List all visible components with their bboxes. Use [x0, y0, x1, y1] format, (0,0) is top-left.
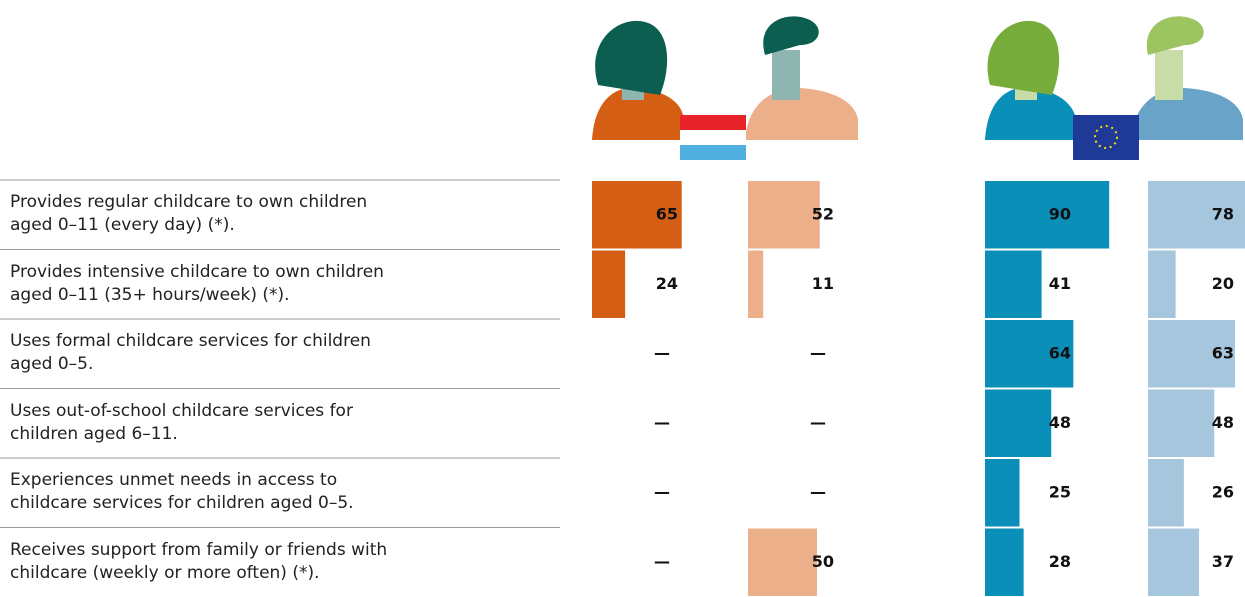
value-label: 11 [812, 274, 834, 293]
value-label: — [810, 413, 826, 432]
bar [985, 528, 1024, 596]
row-label: Experiences unmet needs in access to chi… [10, 470, 354, 513]
bar [1148, 320, 1235, 388]
illustration-eu [985, 16, 1243, 160]
bar [1148, 181, 1245, 249]
illustration-lu [592, 16, 858, 160]
row-label: Provides intensive childcare to own chil… [10, 261, 384, 305]
row-label: Receives support from family or friends … [10, 539, 388, 583]
value-label: 50 [812, 552, 834, 571]
value-label: — [810, 482, 826, 501]
bar [985, 459, 1020, 527]
value-label: 78 [1212, 204, 1234, 223]
value-label: — [654, 552, 670, 571]
bar [1148, 528, 1200, 596]
value-label: 24 [656, 274, 678, 293]
bar [592, 250, 626, 318]
value-label: 48 [1212, 413, 1234, 432]
bar [748, 250, 764, 318]
row-label: Provides regular childcare to own childr… [10, 192, 368, 235]
value-label: 52 [812, 204, 834, 223]
value-label: — [810, 343, 826, 362]
value-label: 25 [1049, 482, 1071, 501]
value-label: 64 [1049, 343, 1071, 362]
value-label: 65 [656, 204, 678, 223]
row-label: Uses out-of-school childcare services fo… [10, 400, 353, 444]
bar [748, 181, 820, 249]
value-label: 63 [1212, 343, 1234, 362]
bar [1148, 250, 1176, 318]
value-label: 26 [1212, 482, 1234, 501]
value-label: 37 [1212, 552, 1234, 571]
value-label: 28 [1049, 552, 1071, 571]
value-label: — [654, 413, 670, 432]
value-label: 90 [1049, 204, 1071, 223]
bar [985, 250, 1042, 318]
value-label: 20 [1212, 274, 1234, 293]
bar [592, 181, 682, 249]
value-label: 48 [1049, 413, 1071, 432]
bar [985, 320, 1074, 388]
bar [1148, 389, 1215, 457]
value-label: — [654, 343, 670, 362]
bar [1148, 459, 1184, 527]
value-label: — [654, 482, 670, 501]
bar [985, 389, 1052, 457]
value-label: 41 [1049, 274, 1071, 293]
row-label: Uses formal childcare services for child… [10, 331, 371, 374]
bar [748, 528, 817, 596]
bar [985, 181, 1110, 249]
